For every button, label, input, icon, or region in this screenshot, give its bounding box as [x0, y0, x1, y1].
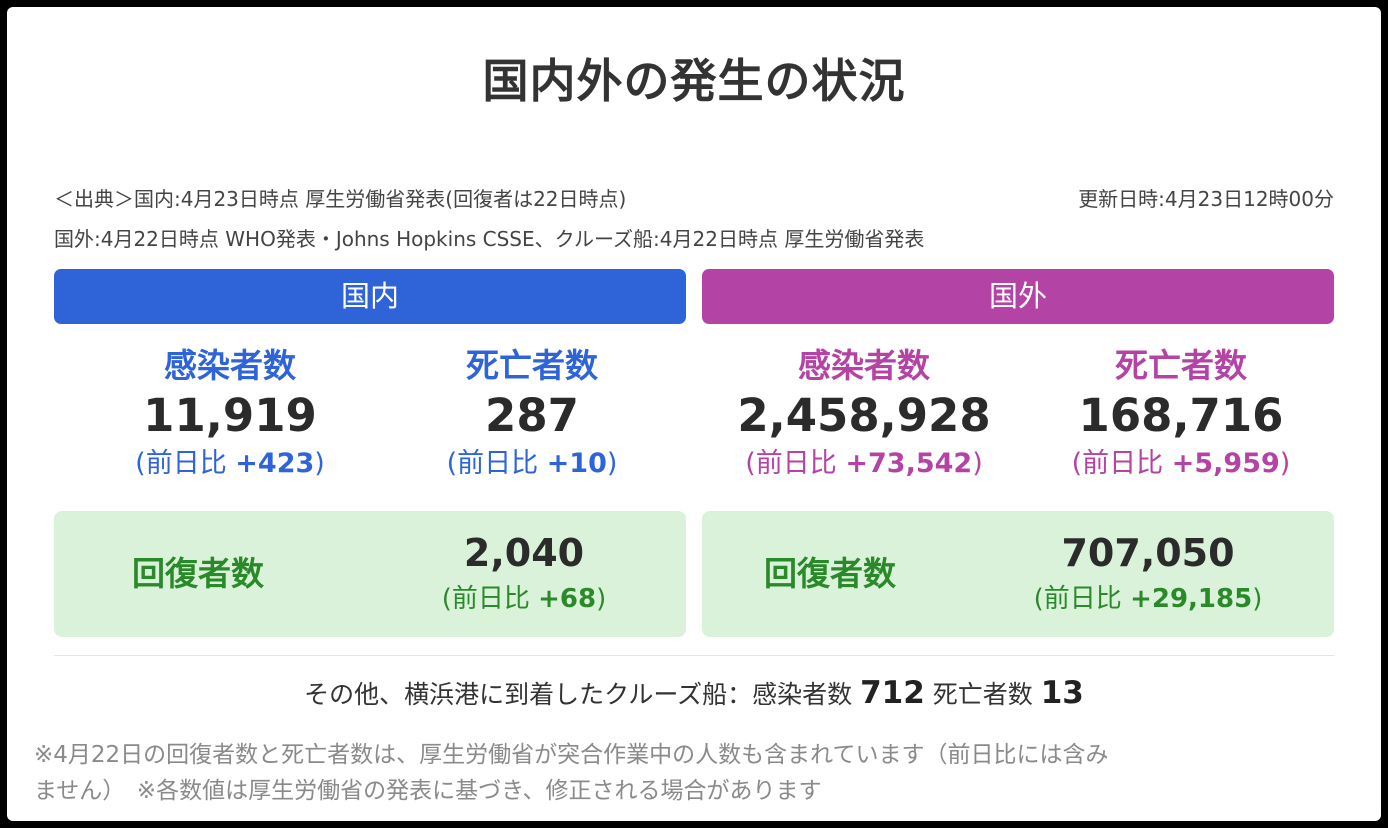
- cruise-deaths-value: 13: [1040, 675, 1084, 711]
- cruise-ship-line: その他、横浜港に到着したクルーズ船：感染者数 712 死亡者数 13: [304, 675, 1084, 711]
- page-title: 国内外の発生の状況: [482, 54, 906, 108]
- updated-timestamp: 更新日時:4月23日12時00分: [1078, 187, 1334, 211]
- domestic-infected-stat: 感染者数 11,919 (前日比 +423): [80, 343, 380, 485]
- international-deaths-stat: 死亡者数 168,716 (前日比 +5,959): [1031, 343, 1331, 485]
- source-line-1: ＜出典＞国内:4月23日時点 厚生労働省発表(回復者は22日時点): [54, 187, 627, 211]
- international-recovered-label: 回復者数: [764, 554, 896, 593]
- international-recovered-diff: (前日比 +29,185): [1033, 584, 1263, 614]
- international-header: 国外: [702, 269, 1334, 324]
- international-deaths-value: 168,716: [1078, 389, 1284, 442]
- domestic-deaths-stat: 死亡者数 287 (前日比 +10): [382, 343, 682, 485]
- source-line-2: 国外:4月22日時点 WHO発表・Johns Hopkins CSSE、クルーズ…: [54, 227, 925, 251]
- domestic-recovered-label: 回復者数: [132, 554, 264, 593]
- domestic-infected-diff: (前日比 +423): [135, 448, 325, 479]
- cruise-infected-value: 712: [860, 675, 925, 711]
- domestic-infected-label: 感染者数: [164, 346, 296, 385]
- status-panel: 国内外の発生の状況 ＜出典＞国内:4月23日時点 厚生労働省発表(回復者は22日…: [7, 7, 1381, 821]
- international-deaths-diff: (前日比 +5,959): [1071, 448, 1291, 479]
- international-deaths-label: 死亡者数: [1115, 346, 1247, 385]
- domestic-recovered-diff: (前日比 +68): [441, 584, 607, 614]
- note-line-2: ません） ※各数値は厚生労働省の発表に基づき、修正される場合があります: [34, 778, 822, 804]
- international-infected-diff: (前日比 +73,542): [745, 448, 983, 479]
- domestic-recovered-stat: 2,040 (前日比 +68): [384, 511, 664, 619]
- domestic-deaths-diff: (前日比 +10): [446, 448, 618, 479]
- domestic-infected-value: 11,919: [143, 389, 317, 442]
- domestic-recovered-box: 回復者数 2,040 (前日比 +68): [54, 511, 686, 637]
- note-line-1: ※4月22日の回復者数と死亡者数は、厚生労働省が突合作業中の人数も含まれています…: [34, 742, 1109, 768]
- international-infected-value: 2,458,928: [737, 389, 991, 442]
- divider: [54, 655, 1334, 656]
- international-recovered-value: 707,050: [1061, 531, 1235, 575]
- international-infected-label: 感染者数: [798, 346, 930, 385]
- domestic-deaths-value: 287: [485, 389, 579, 442]
- domestic-deaths-label: 死亡者数: [466, 346, 598, 385]
- domestic-recovered-value: 2,040: [463, 531, 585, 575]
- international-infected-stat: 感染者数 2,458,928 (前日比 +73,542): [714, 343, 1014, 485]
- international-recovered-stat: 707,050 (前日比 +29,185): [1008, 511, 1288, 619]
- domestic-header: 国内: [54, 269, 686, 324]
- international-recovered-box: 回復者数 707,050 (前日比 +29,185): [702, 511, 1334, 637]
